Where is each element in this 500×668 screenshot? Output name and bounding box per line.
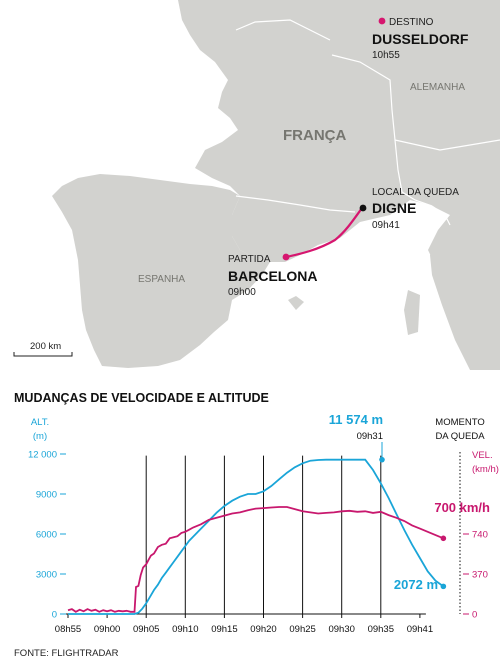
altitude-end-marker — [440, 583, 447, 590]
chart-grid — [60, 455, 426, 615]
source-note: FONTE: FLIGHTRADAR — [14, 648, 119, 659]
destination-city: DUSSELDORF — [372, 31, 469, 47]
time-tick-label: 08h55 — [55, 624, 81, 635]
speed-tick-label: 740 — [472, 530, 488, 541]
route-map: FRANÇA ESPANHA ALEMANHA DESTINO DUSSELDO… — [13, 0, 500, 370]
peak-marker — [379, 456, 385, 463]
right-axis-label-line2: (km/h) — [472, 464, 499, 475]
country-label-france: FRANÇA — [283, 127, 346, 144]
speed-series-line — [67, 506, 444, 613]
time-tick-label: 09h41 — [407, 624, 433, 635]
altitude-tick-label: 0 — [52, 610, 57, 621]
time-tick-label: 09h35 — [368, 624, 394, 635]
route-line — [285, 207, 363, 259]
altitude-tick-label: 9000 — [36, 490, 57, 501]
destination-time: 10h55 — [372, 50, 400, 61]
country-label-germany: ALEMANHA — [410, 82, 465, 93]
time-tick-label: 09h20 — [250, 624, 276, 635]
crash-moment-label-line2: DA QUEDA — [435, 431, 485, 442]
speed-axis: 740 370 0 — [463, 530, 488, 621]
time-tick-label: 09h15 — [211, 624, 237, 635]
crash-caption: LOCAL DA QUEDA — [372, 187, 459, 198]
altitude-series-line — [68, 458, 444, 615]
crash-marker — [359, 204, 367, 212]
scale-bar: 200 km — [13, 341, 73, 357]
time-tick-label: 09h10 — [172, 624, 198, 635]
land-mass — [52, 0, 500, 370]
speed-end-marker — [440, 535, 447, 542]
country-borders — [235, 19, 500, 226]
altitude-end-label: 2072 m — [394, 577, 438, 592]
speed-tick-label: 0 — [472, 610, 477, 621]
speed-altitude-chart: MUDANÇAS DE VELOCIDADE E ALTITUDE ALT. (… — [14, 391, 499, 659]
destination-marker — [378, 17, 386, 25]
crash-moment-label-line1: MOMENTO — [435, 417, 484, 428]
speed-tick-label: 370 — [472, 570, 488, 581]
time-tick-label: 09h25 — [289, 624, 315, 635]
time-tick-label: 09h05 — [133, 624, 159, 635]
scale-label: 200 km — [30, 341, 61, 352]
departure-time: 09h00 — [228, 287, 256, 298]
country-label-spain: ESPANHA — [138, 274, 185, 285]
departure-caption: PARTIDA — [228, 254, 271, 265]
time-tick-label: 09h00 — [94, 624, 120, 635]
altitude-tick-label: 12 000 — [28, 450, 57, 461]
altitude-tick-label: 3000 — [36, 570, 57, 581]
chart-title: MUDANÇAS DE VELOCIDADE E ALTITUDE — [14, 391, 269, 405]
speed-end-label: 700 km/h — [434, 500, 490, 515]
left-axis-label-line2: (m) — [33, 431, 47, 442]
peak-value-label: 11 574 m — [329, 412, 383, 427]
crash-time: 09h41 — [372, 220, 400, 231]
time-axis: 08h55 09h00 09h05 09h10 09h15 09h20 09h25 09h30… — [55, 614, 433, 635]
departure-marker — [282, 253, 290, 261]
peak-time-label: 09h31 — [357, 431, 383, 442]
altitude-axis: 12 000 9000 6000 3000 0 — [28, 450, 66, 621]
left-axis-label-line1: ALT. — [31, 417, 49, 428]
altitude-tick-label: 6000 — [36, 530, 57, 541]
time-tick-label: 09h30 — [328, 624, 354, 635]
destination-caption: DESTINO — [389, 17, 434, 28]
departure-city: BARCELONA — [228, 268, 317, 284]
right-axis-label-line1: VEL. — [472, 450, 493, 461]
crash-city: DIGNE — [372, 200, 416, 216]
